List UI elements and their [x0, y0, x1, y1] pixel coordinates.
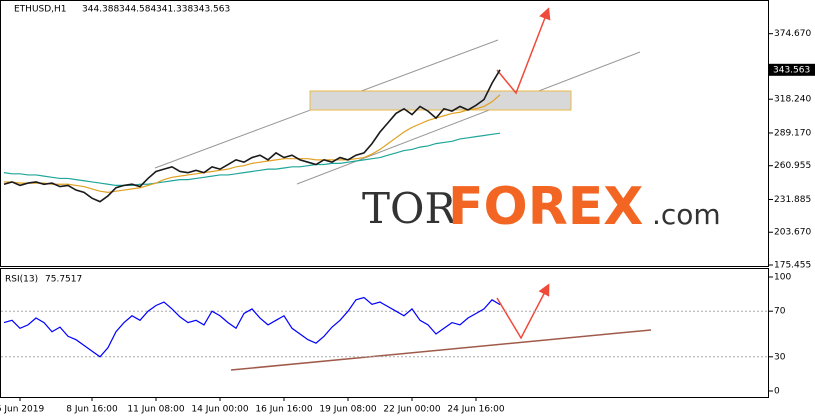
price-box — [769, 63, 815, 76]
series-line — [3, 132, 501, 187]
x-tick-label: 14 Jun 00:00 — [191, 405, 248, 415]
rsi-label: RSI(13) — [5, 275, 38, 285]
y-tick-label: 175.455 — [774, 261, 811, 271]
y2-tick-label: 70 — [774, 307, 786, 317]
y-tick-label: 231.885 — [774, 195, 811, 205]
watermark: TOR FOREX .com — [362, 177, 721, 237]
rsi-value: 75.7517 — [45, 275, 82, 285]
y-tick-label: 203.670 — [774, 228, 811, 238]
forecast-arrow — [496, 283, 550, 340]
high: 344.584 — [119, 5, 156, 15]
open: 344.388 — [82, 5, 119, 15]
x-tick-label: 16 Jun 16:00 — [255, 405, 312, 415]
price-panel — [0, 0, 769, 267]
price-label: 343.563 — [773, 65, 810, 75]
low: 341.338 — [156, 5, 193, 15]
y2-tick-label: 0 — [774, 387, 780, 397]
series-line — [4, 94, 501, 193]
watermark-tor: TOR — [362, 184, 457, 233]
x-tick-label: 6 Jun 2019 — [0, 405, 44, 415]
x-tick-label: 19 Jun 08:00 — [319, 405, 376, 415]
y2-tick-label: 30 — [774, 352, 786, 362]
x-tick-label: 8 Jun 16:00 — [66, 405, 118, 415]
y-tick-label: 260.955 — [774, 161, 811, 171]
rsi-trendline — [230, 329, 652, 371]
symbol: ETHUSD,H1 — [14, 5, 67, 15]
watermark-com: .com — [652, 198, 721, 231]
rsi-panel — [0, 268, 769, 398]
x-tick-label: 11 Jun 08:00 — [127, 405, 184, 415]
y-tick-label: 374.670 — [774, 29, 811, 39]
y-tick-label: 289.170 — [774, 128, 811, 138]
watermark-forex: FOREX — [448, 177, 643, 237]
y-tick-label: 318.240 — [774, 95, 811, 105]
series-line — [3, 69, 501, 203]
x-tick-label: 22 Jun 00:00 — [383, 405, 440, 415]
channel-line — [296, 51, 641, 185]
y2-tick-label: 100 — [774, 273, 791, 283]
resistance-zone — [309, 90, 572, 111]
forecast-arrow — [496, 7, 551, 95]
series-line — [3, 296, 501, 358]
x-tick-label: 24 Jun 16:00 — [447, 405, 504, 415]
close: 343.563 — [193, 5, 230, 15]
